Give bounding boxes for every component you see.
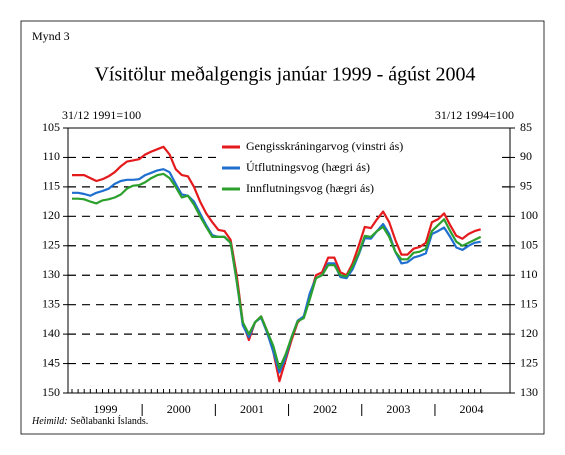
source: Heimild: Seðlabanki Íslands. (31, 415, 148, 427)
x-year-label: 2000 (167, 402, 191, 416)
series-line (72, 168, 481, 374)
y-tick-label: 145 (42, 355, 60, 369)
y-tick-label: 110 (42, 149, 60, 163)
y-tick-label: 120 (42, 208, 60, 222)
x-year-label: 1999 (94, 402, 118, 416)
x-year-label: 2001 (240, 402, 264, 416)
y2-tick-label: 115 (520, 296, 538, 310)
plot-area (67, 127, 511, 394)
y-tick-label: 135 (42, 296, 60, 310)
y-tick-label: 140 (42, 326, 60, 340)
series-line (72, 145, 482, 383)
legend-label: Útflutningsvog (hægri ás) (246, 160, 370, 174)
y2-axis-label: 31/12 1994=100 (435, 108, 514, 122)
y2-tick-label: 90 (520, 149, 532, 163)
source-label: Heimild: (31, 416, 68, 427)
y-tick-label: 125 (42, 238, 60, 252)
y2-tick-label: 85 (520, 120, 532, 134)
y2-tick-label: 130 (520, 385, 538, 399)
y-tick-label: 115 (42, 179, 60, 193)
y-tick-label: 150 (42, 385, 60, 399)
figure-label: Mynd 3 (32, 29, 70, 43)
y-axis-label: 31/12 1991=100 (62, 108, 141, 122)
y-tick-label: 130 (42, 267, 60, 281)
y2-tick-label: 105 (520, 238, 538, 252)
series-line (72, 172, 482, 370)
y2-tick-label: 125 (520, 355, 538, 369)
legend-background (218, 137, 500, 202)
x-year-label: 2003 (386, 402, 410, 416)
x-year-label: 2002 (313, 402, 337, 416)
y-tick-label: 105 (42, 120, 60, 134)
legend-label: Innflutningsvog (hægri ás) (246, 181, 374, 195)
y2-tick-label: 95 (520, 179, 532, 193)
y2-tick-label: 110 (520, 267, 538, 281)
y2-tick-label: 120 (520, 326, 538, 340)
x-year-label: 2004 (460, 402, 484, 416)
chart-title: Vísitölur meðalgengis janúar 1999 - ágús… (94, 64, 475, 86)
legend-label: Gengisskráningarvog (vinstri ás) (246, 139, 403, 153)
y2-tick-label: 100 (520, 208, 538, 222)
source-text: Seðlabanki Íslands. (71, 415, 149, 427)
